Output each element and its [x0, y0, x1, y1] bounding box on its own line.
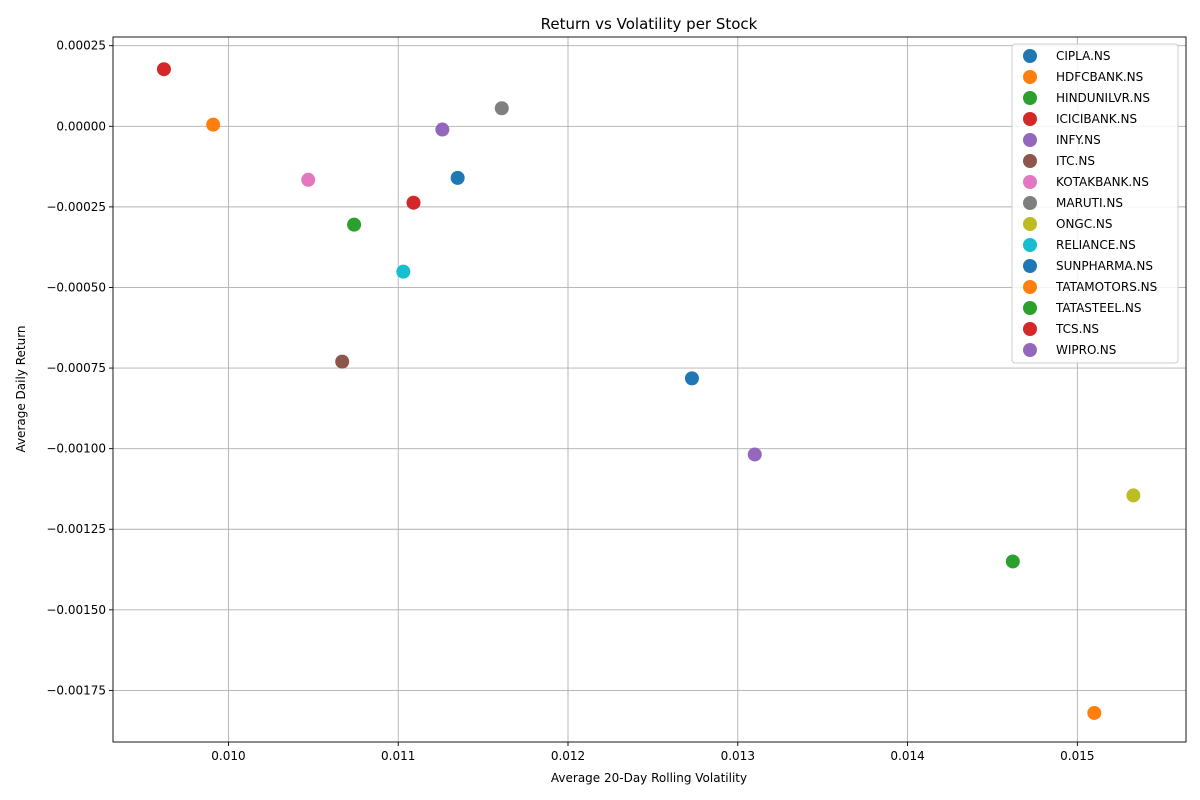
- y-tick-label: −0.00125: [46, 522, 106, 536]
- data-point-infy-ns: [435, 122, 450, 137]
- legend-label: MARUTI.NS: [1056, 196, 1123, 210]
- chart-title: Return vs Volatility per Stock: [541, 15, 758, 33]
- legend-marker: [1023, 175, 1037, 189]
- x-tick-label: 0.011: [381, 749, 415, 763]
- legend-marker: [1023, 91, 1037, 105]
- x-tick-label: 0.015: [1060, 749, 1094, 763]
- legend-label: CIPLA.NS: [1056, 49, 1111, 63]
- x-axis-label: Average 20-Day Rolling Volatility: [551, 771, 747, 785]
- legend-label: ICICIBANK.NS: [1056, 112, 1137, 126]
- legend-label: TCS.NS: [1055, 322, 1099, 336]
- x-tick-label: 0.014: [890, 749, 924, 763]
- y-tick-label: −0.00075: [46, 361, 106, 375]
- data-point-sunpharma-ns: [684, 371, 699, 386]
- legend-label: TATAMOTORS.NS: [1055, 280, 1157, 294]
- legend-label: KOTAKBANK.NS: [1056, 175, 1149, 189]
- data-point-hindunilvr-ns: [347, 217, 362, 232]
- grid-lines: [113, 37, 1186, 742]
- y-tick-label: −0.00175: [46, 683, 106, 697]
- legend-label: INFY.NS: [1056, 133, 1101, 147]
- legend-marker: [1023, 196, 1037, 210]
- legend-marker: [1023, 154, 1037, 168]
- x-tick-label: 0.012: [551, 749, 585, 763]
- legend-label: HDFCBANK.NS: [1056, 70, 1143, 84]
- legend-label: HINDUNILVR.NS: [1056, 91, 1150, 105]
- x-axis-ticks: 0.010 0.011 0.012 0.013 0.014 0.015: [211, 742, 1095, 763]
- data-point-itc-ns: [335, 354, 350, 369]
- legend-label: ITC.NS: [1056, 154, 1095, 168]
- x-tick-label: 0.010: [211, 749, 245, 763]
- legend-box: [1011, 43, 1179, 364]
- y-axis-ticks: 0.00025 0.00000 −0.00025 −0.00050 −0.00075 −0…: [46, 39, 113, 697]
- legend-marker: [1023, 49, 1037, 63]
- legend-marker: [1023, 112, 1037, 126]
- legend-label: WIPRO.NS: [1056, 343, 1116, 357]
- data-point-ongc-ns: [1126, 488, 1141, 503]
- data-point-icicibank-ns: [406, 195, 421, 210]
- y-tick-label: −0.00050: [46, 280, 106, 294]
- legend-label: RELIANCE.NS: [1056, 238, 1136, 252]
- legend-label: SUNPHARMA.NS: [1056, 259, 1153, 273]
- data-point-cipla-ns: [450, 170, 465, 185]
- legend-marker: [1023, 301, 1037, 315]
- data-point-tatasteel-ns: [1005, 554, 1020, 569]
- y-tick-label: −0.00150: [46, 603, 106, 617]
- data-point-maruti-ns: [494, 101, 509, 116]
- legend-marker: [1023, 343, 1037, 357]
- legend-label: TATASTEEL.NS: [1055, 301, 1142, 315]
- y-tick-label: −0.00100: [46, 442, 106, 456]
- legend-marker: [1023, 133, 1037, 147]
- data-point-tatamotors-ns: [1087, 705, 1102, 720]
- y-axis-label: Average Daily Return: [14, 325, 28, 452]
- x-tick-label: 0.013: [721, 749, 755, 763]
- data-points: [156, 62, 1141, 720]
- legend-marker: [1023, 70, 1037, 84]
- data-point-wipro-ns: [747, 447, 762, 462]
- legend-marker: [1023, 259, 1037, 273]
- legend-marker: [1023, 280, 1037, 294]
- data-point-tcs-ns: [156, 62, 171, 77]
- legend-label: ONGC.NS: [1056, 217, 1113, 231]
- legend-marker: [1023, 322, 1037, 336]
- plot-frame: [112, 36, 1187, 743]
- legend-marker: [1023, 238, 1037, 252]
- data-point-hdfcbank-ns: [206, 117, 221, 132]
- y-tick-label: 0.00000: [56, 119, 106, 133]
- data-point-kotakbank-ns: [301, 172, 316, 187]
- legend-marker: [1023, 217, 1037, 231]
- y-tick-label: 0.00025: [56, 39, 106, 53]
- legend: CIPLA.NS HDFCBANK.NS HINDUNILVR.NS ICICIBAN…: [1011, 43, 1179, 364]
- y-tick-label: −0.00025: [46, 200, 106, 214]
- data-point-reliance-ns: [396, 264, 411, 279]
